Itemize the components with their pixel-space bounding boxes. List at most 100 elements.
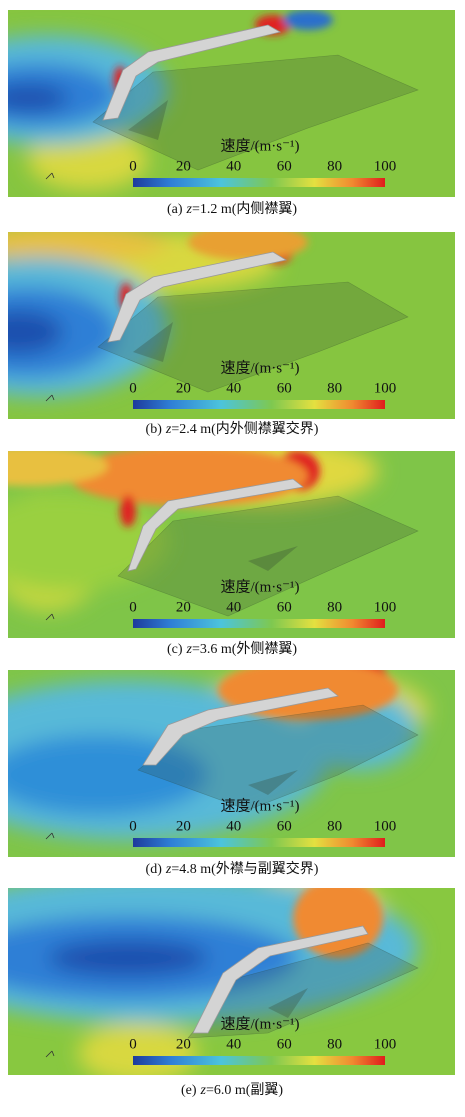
contour-region xyxy=(78,1023,198,1075)
colorbar-tick-label: 80 xyxy=(327,158,342,174)
flap-shadow xyxy=(97,281,409,393)
colorbar-tick-label: 40 xyxy=(226,1036,241,1052)
axis-icon xyxy=(45,394,55,402)
flow-field xyxy=(8,232,455,419)
caption-label: (e) xyxy=(181,1083,197,1098)
wing-section xyxy=(102,24,282,121)
colorbar-tick-label: 60 xyxy=(277,158,292,174)
flap-shadow xyxy=(128,100,168,140)
caption-variable: z xyxy=(185,642,192,657)
wing-section xyxy=(127,478,304,572)
caption-condition: =2.4 m(内外侧襟翼交界) xyxy=(171,420,318,437)
flow-field xyxy=(8,888,455,1075)
colorbar-tick-label: 80 xyxy=(327,380,342,396)
colorbar-tick-label: 60 xyxy=(277,380,292,396)
wing-section xyxy=(192,925,369,1034)
caption-condition: =4.8 m(外襟与副翼交界) xyxy=(171,860,318,877)
panel: 速度/(m·s⁻¹) 0 20 40 60 80 100 xyxy=(8,10,455,197)
colorbar-label: 速度/(m·s⁻¹) xyxy=(220,137,299,154)
colorbar-tick-label: 100 xyxy=(374,380,397,396)
contour-region xyxy=(8,310,63,354)
colorbar-tick-label: 60 xyxy=(277,818,292,834)
colorbar-tick-label: 80 xyxy=(327,818,342,834)
contour-region xyxy=(8,84,68,112)
panel: 速度/(m·s⁻¹) 0 20 40 60 80 100 xyxy=(8,670,455,857)
colorbar-tick-label: 60 xyxy=(277,1036,292,1052)
caption-condition: =1.2 m(内侧襟翼) xyxy=(192,201,297,217)
colorbar-tick-label: 20 xyxy=(176,158,191,174)
flap-shadow xyxy=(117,495,419,617)
caption-label: (b) xyxy=(146,422,163,437)
colorbar-tick-label: 80 xyxy=(327,599,342,615)
caption-condition: =6.0 m(副翼) xyxy=(206,1082,283,1098)
panel: 速度/(m·s⁻¹) 0 20 40 60 80 100 xyxy=(8,888,455,1075)
colorbar-tick-label: 40 xyxy=(226,158,241,174)
contour-region xyxy=(8,232,168,262)
contour-region xyxy=(120,495,136,527)
colorbar-tick-label: 40 xyxy=(226,380,241,396)
caption-label: (c) xyxy=(167,642,183,657)
colorbar-label: 速度/(m·s⁻¹) xyxy=(220,1015,299,1032)
colorbar-tick-label: 0 xyxy=(129,158,137,174)
caption-variable: z xyxy=(185,202,192,217)
flow-field xyxy=(8,451,455,638)
colorbar-tick-label: 40 xyxy=(226,599,241,615)
caption: (c) z=3.6 m(外侧襟翼) xyxy=(167,641,297,657)
caption-condition: =3.6 m(外侧襟翼) xyxy=(192,641,297,657)
colorbar-tick-label: 100 xyxy=(374,818,397,834)
colorbar-tick-label: 0 xyxy=(129,380,137,396)
contour-region xyxy=(48,940,208,976)
colorbar xyxy=(133,619,385,628)
contours xyxy=(8,35,168,190)
panel: 速度/(m·s⁻¹) 0 20 40 60 80 100 xyxy=(8,451,455,638)
caption: (d) z=4.8 m(外襟与副翼交界) xyxy=(146,860,319,877)
contour-region xyxy=(283,10,333,30)
flap-shadow xyxy=(92,54,419,171)
colorbar-tick-label: 0 xyxy=(129,818,137,834)
contour-region xyxy=(188,232,308,260)
colorbar-tick-label: 0 xyxy=(129,599,137,615)
colorbar-tick-label: 100 xyxy=(374,158,397,174)
colorbar-tick-label: 80 xyxy=(327,1036,342,1052)
caption: (a) z=1.2 m(内侧襟翼) xyxy=(167,201,297,217)
caption: (b) z=2.4 m(内外侧襟翼交界) xyxy=(146,420,319,437)
axis-icon xyxy=(45,1050,55,1058)
colorbar-tick-label: 100 xyxy=(374,1036,397,1052)
caption-variable: z xyxy=(165,862,172,877)
caption-variable: z xyxy=(165,422,172,437)
colorbar-label: 速度/(m·s⁻¹) xyxy=(220,578,299,595)
colorbar xyxy=(133,838,385,847)
colorbar-tick-label: 40 xyxy=(226,818,241,834)
flap-shadow xyxy=(268,988,308,1018)
contour-region xyxy=(28,130,148,190)
colorbar xyxy=(133,178,385,187)
flap-shadow xyxy=(133,322,173,362)
colorbar-tick-label: 0 xyxy=(129,1036,137,1052)
axis-icon xyxy=(45,172,55,180)
caption-label: (a) xyxy=(167,202,183,217)
contour-region xyxy=(68,451,308,506)
flow-field xyxy=(8,670,455,857)
panel: 速度/(m·s⁻¹) 0 20 40 60 80 100 xyxy=(8,232,455,419)
colorbar-label: 速度/(m·s⁻¹) xyxy=(220,359,299,376)
colorbar-label: 速度/(m·s⁻¹) xyxy=(220,797,299,814)
colorbar xyxy=(133,400,385,409)
axis-icon xyxy=(45,613,55,621)
caption-variable: z xyxy=(199,1083,206,1098)
colorbar-tick-label: 20 xyxy=(176,818,191,834)
wing-section xyxy=(142,687,339,766)
colorbar xyxy=(133,1056,385,1065)
axis-icon xyxy=(45,832,55,840)
caption: (e) z=6.0 m(副翼) xyxy=(181,1082,283,1098)
flow-field xyxy=(8,10,455,197)
colorbar-tick-label: 100 xyxy=(374,599,397,615)
flap-shadow xyxy=(248,546,298,571)
colorbar-tick-label: 60 xyxy=(277,599,292,615)
colorbar-tick-label: 20 xyxy=(176,599,191,615)
wing-section xyxy=(107,251,288,343)
caption-label: (d) xyxy=(146,862,163,877)
contour-region xyxy=(8,451,108,486)
colorbar-tick-label: 20 xyxy=(176,380,191,396)
flap-shadow xyxy=(248,770,298,795)
